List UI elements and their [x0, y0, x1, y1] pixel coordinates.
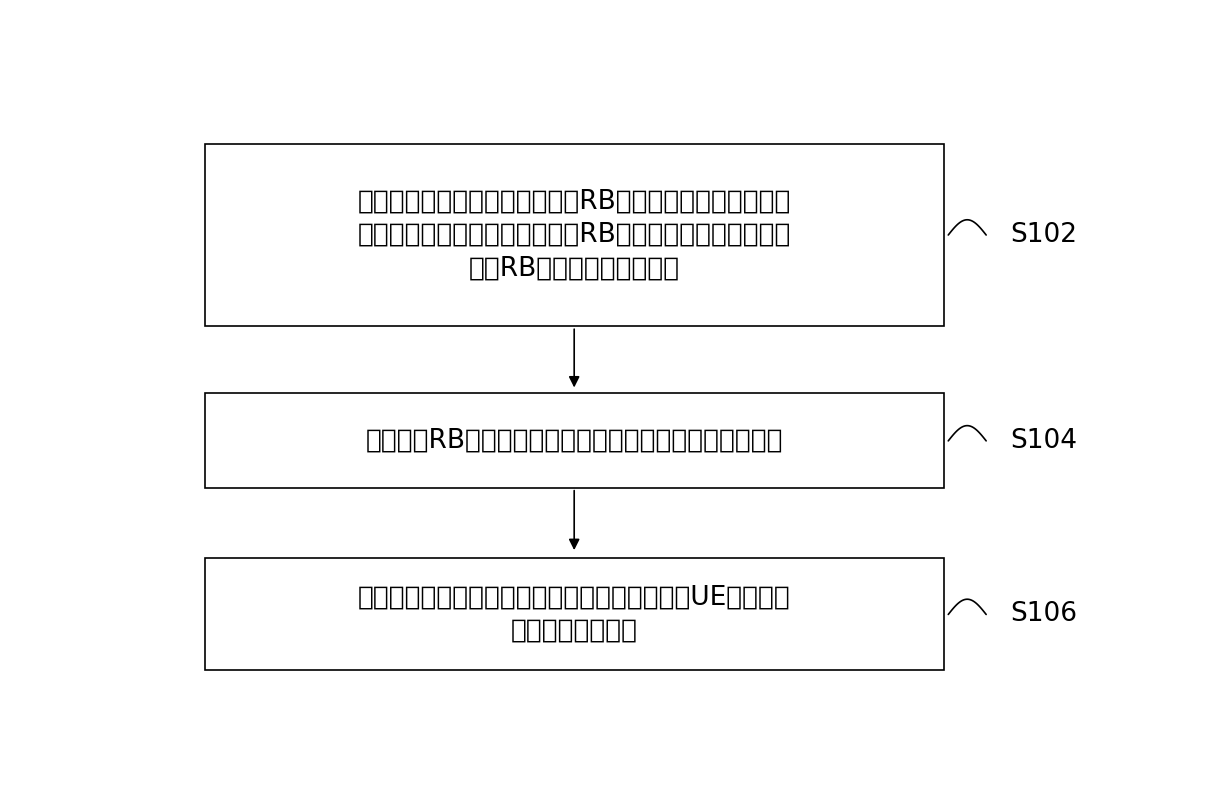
Text: S104: S104 — [1009, 428, 1077, 454]
Text: 根据接收到的信号对应的资源块RB级别的信道估计值以及进: 根据接收到的信号对应的资源块RB级别的信道估计值以及进 — [358, 188, 791, 214]
Text: 根据所述等效信道，计算端口级别以及用户设备UE级别的多: 根据所述等效信道，计算端口级别以及用户设备UE级别的多 — [358, 585, 791, 611]
Text: 获取所述RB级别的干扰抑制矩阵在空域合并后的等效信道: 获取所述RB级别的干扰抑制矩阵在空域合并后的等效信道 — [365, 428, 783, 453]
FancyBboxPatch shape — [205, 393, 943, 488]
FancyBboxPatch shape — [205, 558, 943, 671]
Text: 确定RB级别的干扰抑制矩阵: 确定RB级别的干扰抑制矩阵 — [468, 255, 679, 282]
Text: 普勒频移的估计值: 普勒频移的估计值 — [511, 618, 638, 644]
Text: S106: S106 — [1009, 601, 1077, 627]
FancyBboxPatch shape — [205, 144, 943, 327]
Text: S102: S102 — [1009, 222, 1077, 248]
Text: 行预设处理后的所述信号对应的RB级别的噪声协方差矩阵，: 行预设处理后的所述信号对应的RB级别的噪声协方差矩阵， — [358, 222, 791, 248]
